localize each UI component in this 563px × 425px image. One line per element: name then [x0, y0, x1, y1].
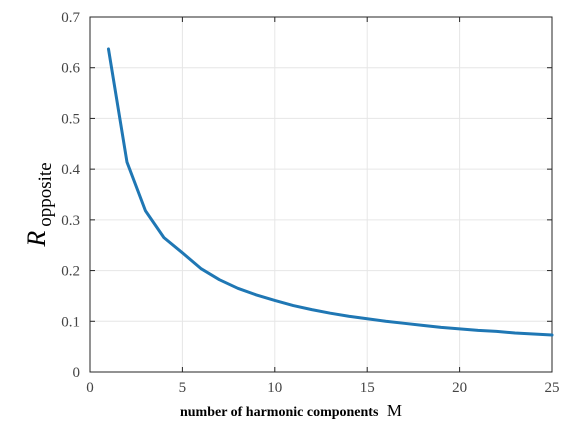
x-tick-label: 15 — [360, 380, 375, 396]
y-tick-label: 0 — [73, 365, 81, 381]
y-axis-label-symbol: R — [22, 231, 51, 248]
plot-area-frame — [89, 16, 553, 373]
y-tick-label: 0.3 — [61, 213, 80, 229]
x-tick-label: 10 — [267, 380, 282, 396]
x-tick-label: 25 — [545, 380, 560, 396]
y-axis-label-subscript: opposite — [35, 162, 56, 226]
x-tick-label: 20 — [452, 380, 467, 396]
tick-labels: 0 5 10 15 20 25 0 0.1 0.2 0.3 0.4 0.5 0.6 0.7 — [61, 10, 559, 396]
x-axis-label-symbol: M — [387, 401, 402, 420]
y-tick-label: 0.4 — [61, 162, 80, 178]
axis-ticks — [89, 16, 553, 373]
y-axis-label: R opposite — [22, 162, 56, 247]
x-tick-label: 0 — [86, 380, 94, 396]
y-tick-label: 0.5 — [61, 111, 80, 127]
x-axis-label-text: number of harmonic components — [180, 405, 379, 420]
series-line — [106, 47, 554, 337]
y-tick-label: 0.1 — [61, 314, 80, 330]
x-axis-label: number of harmonic components M — [180, 401, 402, 420]
y-tick-label: 0.2 — [61, 264, 80, 280]
series-layer — [106, 47, 554, 337]
x-tick-label: 5 — [179, 380, 187, 396]
grid-lines — [89, 16, 553, 373]
y-tick-label: 0.7 — [61, 10, 80, 26]
y-tick-label: 0.6 — [61, 61, 80, 77]
